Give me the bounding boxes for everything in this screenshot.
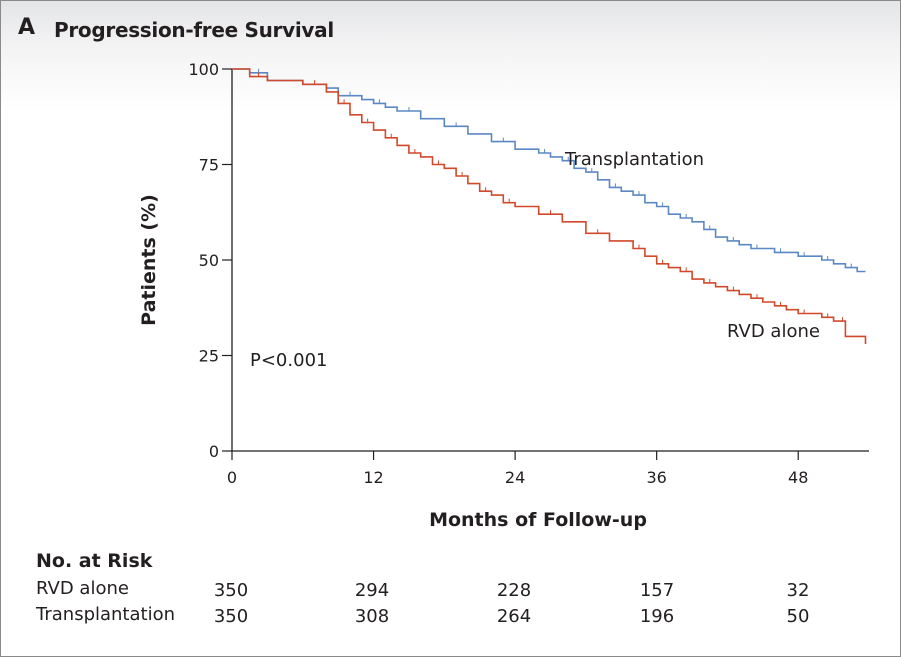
y-tick-label: 75 [199,156,219,175]
axes: 0 25 50 75 100 0 12 24 36 48 [188,60,869,487]
at-risk-value: 157 [639,580,675,601]
at-risk-title: No. at Risk [36,550,153,572]
at-risk-value: 50 [786,606,810,627]
label-rvd-alone: RVD alone [727,321,820,342]
at-risk-value: 32 [786,580,810,601]
km-chart: 0 25 50 75 100 0 12 24 36 48 P<0.001 Transplantat… [138,60,869,531]
at-risk-value: 350 [213,606,249,627]
x-tick-label: 48 [788,468,808,487]
x-axis-title: Months of Follow-up [429,509,647,531]
y-tick-label: 25 [199,347,219,366]
y-tick-label: 50 [199,251,219,270]
series-line-transplantation [232,68,866,273]
series-line-rvd-alone [232,68,867,344]
y-tick-label: 0 [209,442,219,461]
at-risk-value: 350 [213,580,249,601]
x-tick-label: 24 [505,468,525,487]
at-risk-row-label-rvd: RVD alone [36,578,129,599]
panel-title: Progression-free Survival [54,18,334,42]
at-risk-row-label-transplantation: Transplantation [36,604,175,625]
x-tick-label: 12 [363,468,383,487]
panel-label: A [18,15,36,40]
at-risk-value: 264 [496,606,532,627]
x-tick-label: 36 [646,468,666,487]
at-risk-value: 228 [496,580,532,601]
p-value-annotation: P<0.001 [250,350,327,371]
y-tick-label: 100 [188,60,219,79]
at-risk-value: 196 [639,606,675,627]
series-group [232,68,867,344]
at-risk-value: 294 [354,580,390,601]
at-risk-value: 308 [354,606,390,627]
y-axis-title: Patients (%) [138,194,160,326]
label-transplantation: Transplantation [564,149,704,170]
x-tick-label: 0 [227,468,237,487]
